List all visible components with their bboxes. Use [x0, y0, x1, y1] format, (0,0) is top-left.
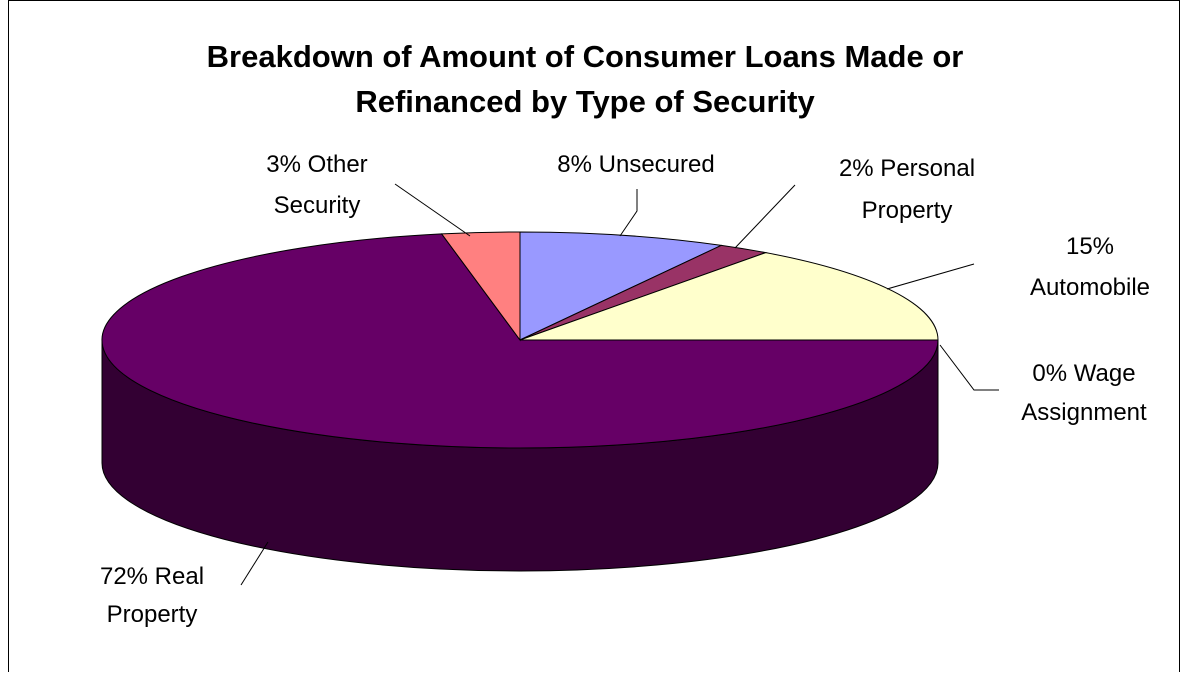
- leader-line-unsecured: [619, 189, 638, 237]
- leader-line-personal: [734, 184, 796, 249]
- leader-line-real: [240, 541, 269, 586]
- pie-slices: [101, 231, 939, 449]
- leader-line-automobile: [886, 263, 975, 290]
- label-unsecured-line-1: 8% Unsecured: [557, 151, 714, 178]
- leader-line-wage: [939, 344, 999, 391]
- leader-line-other: [394, 183, 471, 237]
- label-real-line-2: Property: [107, 601, 198, 628]
- label-other-line-2: Security: [274, 192, 361, 219]
- label-other-line-1: 3% Other: [266, 151, 367, 178]
- pie-slice-automobile: [519, 252, 939, 341]
- label-real-line-1: 72% Real: [100, 563, 204, 590]
- leader-lines: [240, 183, 999, 586]
- label-wage-line-2: Assignment: [1021, 399, 1147, 426]
- label-personal-line-2: Property: [862, 197, 953, 224]
- label-automobile-line-2: Automobile: [1030, 274, 1150, 301]
- chart-title-line-1: Breakdown of Amount of Consumer Loans Ma…: [207, 39, 964, 74]
- pie-slice-unsecured: [519, 231, 724, 341]
- label-automobile-line-1: 15%: [1066, 233, 1114, 260]
- pie-slice-other: [440, 231, 521, 342]
- label-personal-line-1: 2% Personal: [839, 155, 975, 182]
- pie-slice-real: [101, 233, 939, 449]
- chart-frame: [8, 0, 1180, 672]
- chart-title-line-2: Refinanced by Type of Security: [355, 84, 815, 119]
- label-wage-line-1: 0% Wage: [1032, 360, 1135, 387]
